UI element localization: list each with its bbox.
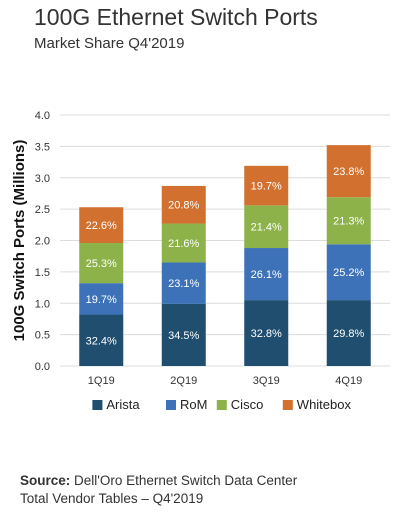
bar-segment: [161, 303, 206, 366]
legend-entry: Cisco: [231, 397, 264, 412]
data-label: 19.7%: [251, 181, 282, 193]
y-tick-label: 0.0: [35, 361, 50, 373]
legend-entry: Whitebox: [297, 397, 352, 412]
source-note: Source: Dell'Oro Ethernet Switch Data Ce…: [20, 472, 297, 508]
bar-segment: [244, 248, 289, 301]
data-label: 32.8%: [251, 328, 282, 340]
bar-segment: [79, 243, 124, 284]
bar-segment: [161, 262, 206, 304]
bar-segment: [326, 300, 371, 366]
bar-segment: [244, 300, 289, 366]
x-tick-label: 1Q19: [88, 375, 115, 387]
x-tick-label: 2Q19: [170, 375, 197, 387]
x-tick-label: 3Q19: [253, 375, 280, 387]
y-tick-label: 3.5: [35, 141, 50, 153]
legend-swatch: [92, 400, 103, 410]
data-label: 29.8%: [333, 328, 364, 340]
data-label: 19.7%: [86, 294, 117, 306]
source-line-2: Total Vendor Tables – Q4'2019: [20, 491, 204, 506]
legend-swatch: [282, 400, 293, 410]
bar-segment: [161, 185, 206, 224]
data-label: 20.8%: [168, 200, 199, 212]
x-tick-label: 4Q19: [335, 375, 362, 387]
y-tick-label: 2.5: [35, 204, 50, 216]
data-label: 21.3%: [333, 216, 364, 228]
data-label: 32.4%: [86, 335, 117, 347]
bar-segment: [161, 223, 206, 263]
y-tick-label: 4.0: [35, 110, 50, 122]
y-axis-label: 100G Switch Ports (Millions): [11, 140, 28, 342]
y-tick-label: 3.0: [35, 173, 50, 185]
bar-segment: [326, 244, 371, 301]
data-label: 21.6%: [168, 238, 199, 250]
bar-segment: [79, 283, 124, 315]
data-label: 23.1%: [168, 278, 199, 290]
y-tick-label: 2.0: [35, 236, 50, 248]
data-label: 25.2%: [333, 267, 364, 279]
legend-entry: RoM: [180, 397, 207, 412]
bar-segment: [326, 145, 371, 198]
chart-title: 100G Ethernet Switch Ports: [34, 4, 318, 30]
data-label: 34.5%: [168, 330, 199, 342]
source-line-1: Dell'Oro Ethernet Switch Data Center: [70, 473, 298, 488]
bar-segment: [79, 314, 124, 366]
source-label: Source:: [20, 473, 71, 488]
legend-swatch: [166, 400, 176, 410]
y-tick-label: 1.0: [35, 298, 50, 310]
legend-entry: Arista: [106, 397, 140, 412]
bar-segment: [79, 207, 124, 244]
chart-subtitle: Market Share Q4'2019: [34, 35, 185, 52]
data-label: 23.8%: [333, 166, 364, 178]
data-label: 26.1%: [251, 269, 282, 281]
legend-swatch: [216, 400, 227, 410]
y-tick-label: 1.5: [35, 267, 50, 279]
bar-segment: [244, 205, 289, 249]
data-label: 21.4%: [251, 222, 282, 234]
y-tick-label: 0.5: [35, 330, 50, 342]
bar-segment: [244, 165, 289, 206]
data-label: 25.3%: [86, 258, 117, 270]
data-label: 22.6%: [86, 220, 117, 232]
bar-segment: [326, 197, 371, 245]
